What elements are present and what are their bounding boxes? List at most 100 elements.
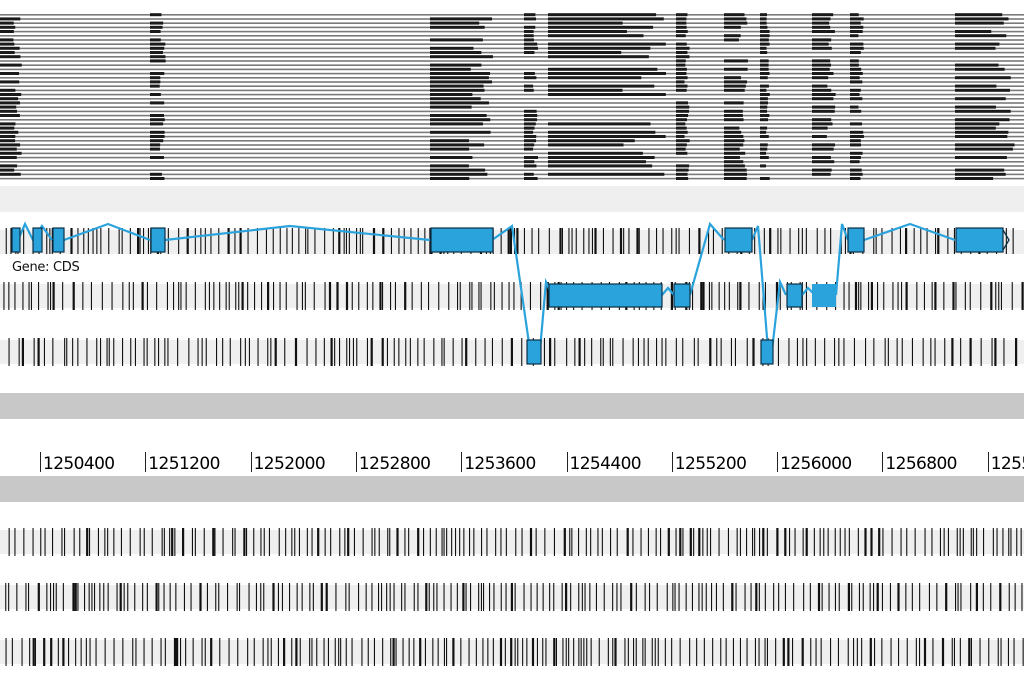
variant-mark	[238, 282, 240, 310]
variant-mark	[612, 583, 614, 611]
variant-mark	[478, 282, 480, 310]
variant-mark	[490, 282, 492, 310]
variant-mark	[953, 638, 955, 666]
variant-mark	[372, 228, 376, 254]
variant-mark	[334, 338, 336, 366]
variant-mark	[955, 583, 957, 611]
variant-mark	[465, 583, 467, 611]
variant-mark	[411, 282, 413, 310]
variant-mark	[943, 528, 945, 556]
variant-mark	[801, 228, 803, 254]
alignment-cell	[150, 42, 166, 46]
variant-mark	[657, 638, 659, 666]
variant-mark	[393, 338, 395, 366]
variant-mark	[188, 338, 190, 366]
variant-mark	[521, 528, 523, 556]
variant-mark	[821, 583, 823, 611]
alignment-cell	[724, 160, 744, 164]
variant-mark	[306, 528, 308, 556]
variant-mark	[982, 583, 984, 611]
variant-mark	[5, 638, 7, 666]
variant-mark	[34, 638, 36, 666]
variant-mark	[199, 583, 202, 611]
alignment-cell	[0, 147, 17, 151]
variant-mark	[630, 583, 633, 611]
variant-mark	[361, 638, 363, 666]
variant-mark	[856, 638, 858, 666]
variant-mark	[437, 638, 439, 666]
alignment-cell	[760, 177, 770, 180]
alignment-cell	[430, 143, 485, 147]
alignment-cell	[955, 122, 1000, 126]
variant-mark	[875, 228, 877, 254]
alignment-cell	[850, 34, 859, 38]
variant-mark	[500, 228, 502, 254]
variant-mark	[580, 638, 582, 666]
variant-mark	[436, 583, 438, 611]
variant-mark	[546, 282, 549, 310]
variant-mark	[906, 528, 908, 556]
variant-mark	[543, 338, 545, 366]
alignment-cell	[548, 93, 666, 96]
variant-mark	[510, 638, 513, 666]
variant-mark	[23, 528, 25, 556]
variant-mark	[913, 228, 915, 254]
alignment-cell	[760, 97, 768, 101]
variant-mark	[381, 338, 384, 366]
variant-mark	[55, 583, 57, 611]
variant-mark	[571, 228, 573, 254]
variant-mark	[911, 583, 913, 611]
variant-mark	[776, 528, 779, 556]
variant-mark	[366, 282, 368, 310]
alignment-cell	[812, 17, 831, 21]
variant-mark	[452, 638, 455, 666]
variant-mark	[500, 528, 502, 556]
alignment-row	[0, 43, 1024, 45]
variant-mark	[433, 583, 435, 611]
variant-mark	[182, 528, 185, 556]
variant-mark	[37, 338, 40, 366]
variant-mark	[802, 338, 804, 366]
variant-mark	[277, 583, 279, 611]
variant-mark	[486, 528, 488, 556]
variant-mark	[118, 228, 120, 254]
variant-mark	[143, 338, 145, 366]
variant-mark	[408, 528, 410, 556]
variant-mark	[267, 282, 270, 310]
exon-block	[812, 284, 836, 307]
alignment-cell	[812, 126, 828, 130]
variant-mark	[294, 528, 296, 556]
variant-mark	[348, 583, 350, 611]
variant-mark	[317, 528, 320, 556]
variant-mark	[173, 282, 175, 310]
alignment-cell	[724, 17, 747, 21]
variant-mark	[338, 228, 341, 254]
variant-mark	[664, 638, 666, 666]
variant-mark	[382, 282, 384, 310]
alignment-cell	[812, 168, 832, 172]
variant-mark	[443, 583, 445, 611]
variant-mark	[104, 528, 106, 556]
variant-mark	[947, 228, 949, 254]
alignment-cell	[812, 63, 832, 67]
variant-mark	[815, 638, 817, 666]
alignment-cell	[850, 76, 860, 80]
variant-mark	[88, 583, 90, 611]
variant-mark	[970, 528, 972, 556]
variant-mark	[715, 583, 717, 611]
alignment-cell	[524, 114, 538, 117]
variant-mark	[711, 583, 713, 611]
alignment-cell	[150, 177, 165, 180]
variant-mark	[890, 638, 892, 666]
variant-mark	[142, 583, 144, 611]
variant-mark	[246, 528, 248, 556]
alignment-cell	[524, 25, 536, 29]
alignment-cell	[724, 172, 747, 176]
alignment-row	[0, 135, 1024, 138]
alignment-cell	[955, 21, 1004, 25]
alignment-cell	[676, 109, 689, 113]
alignment-cell	[850, 130, 864, 134]
variant-mark	[139, 528, 141, 556]
